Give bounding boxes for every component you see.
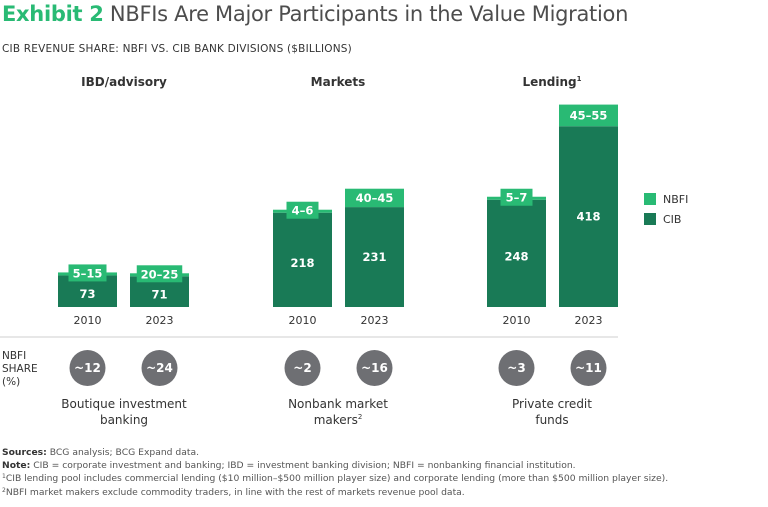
exhibit-title: Exhibit 2 NBFIs Are Major Participants i… <box>2 2 628 26</box>
nbfi-share-circle <box>284 350 321 386</box>
share-row-label: SHARE <box>2 363 38 375</box>
sources-line: Sources: BCG analysis; BCG Expand data. <box>2 447 200 458</box>
nbfi-value-label: 5–15 <box>73 266 103 280</box>
bar-cib-segment <box>559 126 618 307</box>
nbfi-value-label: 5–7 <box>506 191 528 205</box>
note-line: Note: CIB = corporate investment and ban… <box>2 460 576 472</box>
cib-value-label: 73 <box>79 287 95 301</box>
legend-swatch-nbfi <box>644 193 656 205</box>
nbfi-label-tab <box>500 188 533 206</box>
year-label: 2010 <box>289 314 317 327</box>
nbfi-share-circle <box>570 350 607 386</box>
nbfi-value-label: 4–6 <box>292 204 314 218</box>
bar-nbfi-segment <box>559 104 618 127</box>
group-title: Markets <box>311 75 366 89</box>
nbfi-share-value: ~12 <box>74 361 101 375</box>
nbfi-share-value: ~11 <box>575 361 602 375</box>
group-caption: makers2 <box>314 413 363 427</box>
bar-nbfi-segment <box>345 188 404 208</box>
legend-swatch-cib <box>644 213 656 225</box>
footnote-mark: 2 <box>358 413 362 421</box>
chart-subtitle: CIB REVENUE SHARE: NBFI VS. CIB BANK DIV… <box>2 43 352 55</box>
year-label: 2010 <box>74 314 102 327</box>
exhibit-number: Exhibit 2 <box>2 2 104 26</box>
nbfi-label-tab <box>136 265 183 283</box>
nbfi-value-label: 40–45 <box>356 191 394 205</box>
nbfi-share-circle <box>498 350 535 386</box>
nbfi-label-tab <box>286 201 319 219</box>
nbfi-share-circle <box>141 350 178 386</box>
nbfi-value-label: 20–25 <box>141 267 179 281</box>
footnote-mark: 1 <box>577 75 582 83</box>
legend-label-cib: CIB <box>663 213 681 226</box>
share-row-label: (%) <box>2 376 20 388</box>
bar-cib-segment <box>345 207 404 307</box>
cib-value-label: 218 <box>290 256 314 270</box>
bar-cib-segment <box>273 212 332 307</box>
cib-value-label: 248 <box>504 249 528 263</box>
footnotes: Sources: BCG analysis; BCG Expand data. … <box>2 446 668 499</box>
nbfi-share-value: ~24 <box>146 361 173 375</box>
group-caption: banking <box>100 413 148 427</box>
group-title: Lending1 <box>522 75 581 89</box>
share-row-label: NBFI <box>2 350 26 362</box>
nbfi-value-label: 45–55 <box>570 108 608 122</box>
nbfi-share-value: ~2 <box>293 361 311 375</box>
footnote-2: 2NBFI market makers exclude commodity tr… <box>2 486 465 498</box>
cib-value-label: 231 <box>362 250 386 264</box>
group-caption: funds <box>535 413 568 427</box>
year-label: 2023 <box>146 314 174 327</box>
footnote-1: 1CIB lending pool includes commercial le… <box>2 473 669 485</box>
year-label: 2023 <box>575 314 603 327</box>
group-caption: Boutique investment <box>61 397 187 411</box>
legend-label-nbfi: NBFI <box>663 193 688 206</box>
group-caption: Private credit <box>512 397 592 411</box>
group-caption: Nonbank market <box>288 397 388 411</box>
nbfi-label-tab <box>68 264 107 282</box>
cib-value-label: 71 <box>151 288 167 302</box>
year-label: 2023 <box>361 314 389 327</box>
year-label: 2010 <box>503 314 531 327</box>
nbfi-share-circle <box>69 350 106 386</box>
cib-value-label: 418 <box>576 210 600 224</box>
nbfi-share-circle <box>356 350 393 386</box>
nbfi-share-value: ~3 <box>507 361 525 375</box>
bar-cib-segment <box>487 199 546 307</box>
chart-title: NBFIs Are Major Participants in the Valu… <box>109 2 629 26</box>
group-title: IBD/advisory <box>81 75 167 89</box>
nbfi-share-value: ~16 <box>361 361 388 375</box>
